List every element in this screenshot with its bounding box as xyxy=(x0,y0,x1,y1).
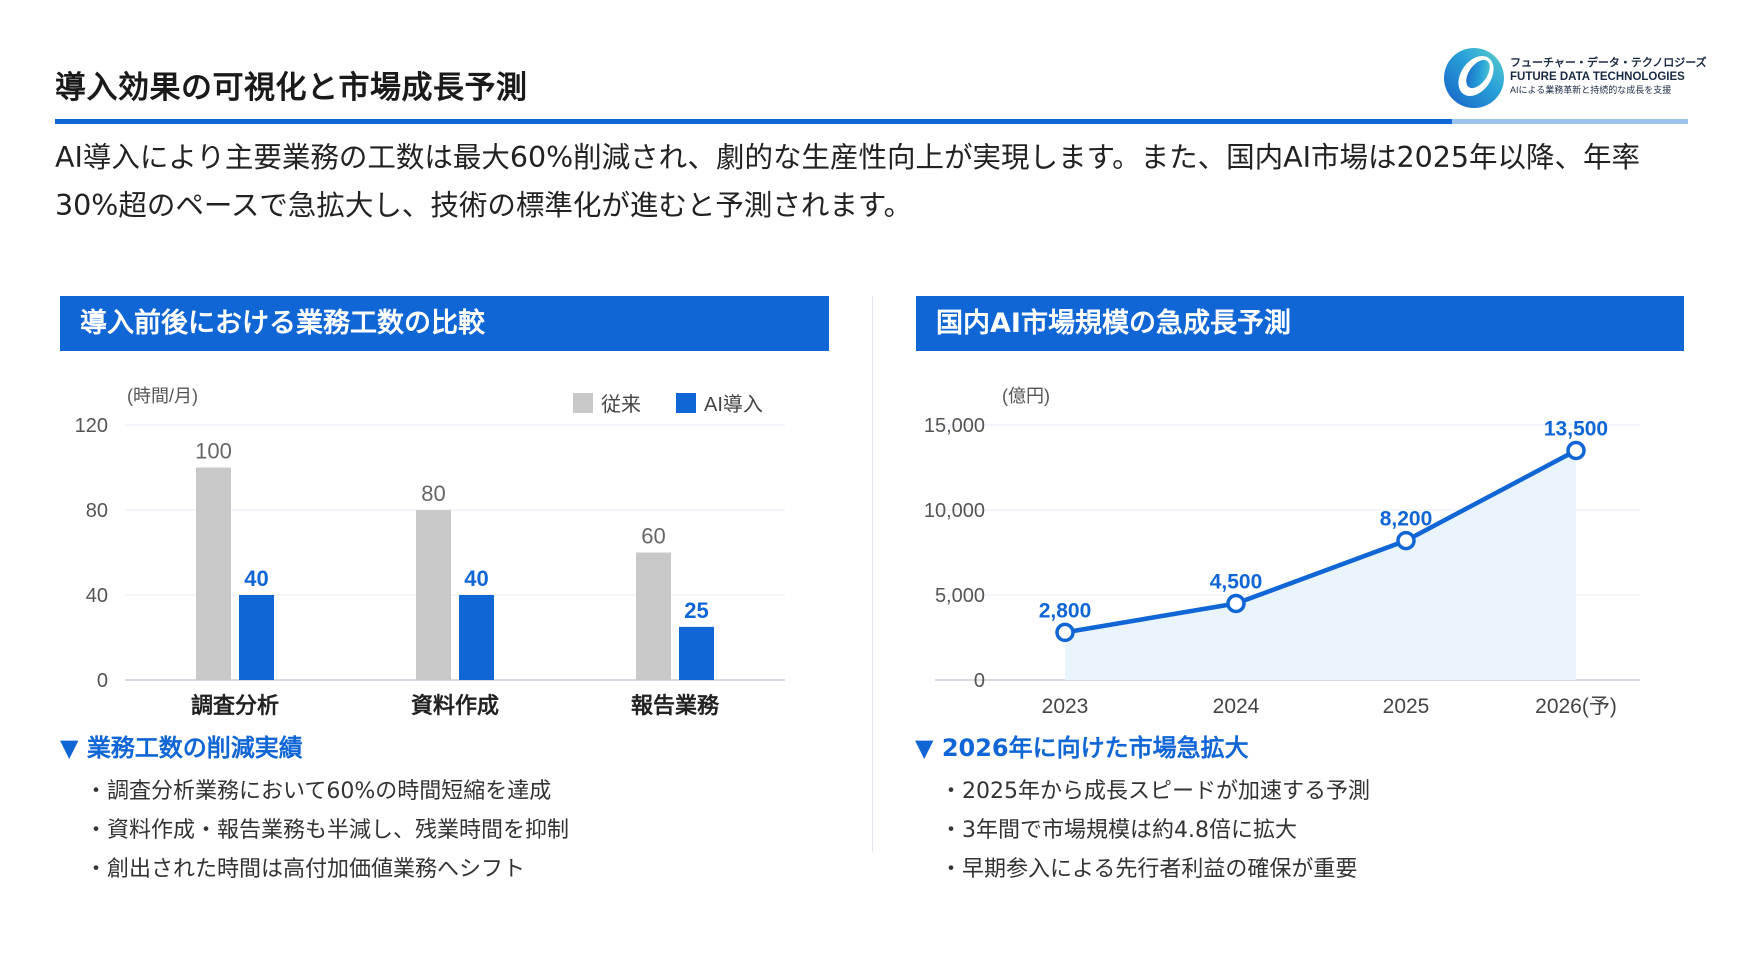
line-chart-subheading: ▼ 2026年に向けた市場急拡大 xyxy=(915,734,1249,762)
legend-swatch xyxy=(676,393,696,413)
line-point xyxy=(1226,593,1246,614)
line-y-tick-label: 5,000 xyxy=(935,585,985,607)
company-logo: フューチャー・データ・テクノロジーズ FUTURE DATA TECHNOLOG… xyxy=(1438,42,1707,114)
bar-value-label: 100 xyxy=(195,439,232,464)
bar-chart-header: 導入前後における業務工数の比較 xyxy=(60,296,829,351)
bar-category-label: 報告業務 xyxy=(631,693,720,718)
bullet-item: ・調査分析業務において60%の時間短縮を達成 xyxy=(85,779,552,804)
line-point xyxy=(1055,622,1075,643)
bar-value-label: 40 xyxy=(244,566,268,591)
line-chart-header: 国内AI市場規模の急成長予測 xyxy=(916,296,1684,351)
bar-value-label: 25 xyxy=(684,598,708,623)
bar xyxy=(459,595,494,680)
legend-label: AI導入 xyxy=(704,393,763,416)
logo-name-en: FUTURE DATA TECHNOLOGIES xyxy=(1510,71,1685,83)
logo-tagline: AIによる業務革新と持続的な成長を支援 xyxy=(1510,85,1672,95)
bar-unit-label: (時間/月) xyxy=(127,386,198,406)
bar xyxy=(196,467,231,680)
panel-divider xyxy=(872,296,873,852)
legend-swatch xyxy=(573,393,593,413)
bar xyxy=(239,595,274,680)
line-y-tick-label: 10,000 xyxy=(924,500,985,522)
page-title: 導入効果の可視化と市場成長予測 xyxy=(55,70,528,106)
legend-label: 従来 xyxy=(601,393,641,416)
bar-category-label: 資料作成 xyxy=(411,693,499,718)
line-area-fill xyxy=(1065,450,1576,680)
line-series xyxy=(1064,448,1578,635)
line-y-tick-label: 15,000 xyxy=(924,415,985,437)
bullet-item: ・早期参入による先行者利益の確保が重要 xyxy=(940,857,1358,882)
lead-paragraph: AI導入により主要業務の工数は最大60%削減され、劇的な生産性向上が実現します。… xyxy=(55,141,1641,222)
line-x-tick-label: 2025 xyxy=(1383,695,1430,718)
line-value-label: 4,500 xyxy=(1210,571,1263,594)
line-value-label: 2,800 xyxy=(1039,599,1092,622)
bar xyxy=(416,510,451,680)
bullet-item: ・資料作成・報告業務も半減し、残業時間を抑制 xyxy=(85,818,570,843)
bar xyxy=(679,626,714,680)
line-point xyxy=(1566,440,1586,461)
bar-y-tick-label: 80 xyxy=(86,500,108,522)
bar-chart-subheading: ▼ 業務工数の削減実績 xyxy=(60,734,303,762)
bullet-item: ・創出された時間は高付加価値業務へシフト xyxy=(85,857,526,882)
line-point xyxy=(1396,530,1416,551)
line-x-tick-label: 2024 xyxy=(1213,695,1260,718)
bar-value-label: 80 xyxy=(421,481,445,506)
bar-y-tick-label: 120 xyxy=(75,415,108,437)
bar-value-label: 40 xyxy=(464,566,488,591)
line-x-tick-label: 2023 xyxy=(1042,695,1089,718)
bar-y-tick-label: 0 xyxy=(97,670,108,692)
line-chart-bullets: ・2025年から成長スピードが加速する予測 ・3年間で市場規模は約4.8倍に拡大… xyxy=(940,772,1370,889)
line-unit-label: (億円) xyxy=(1002,386,1050,406)
logo-name-jp: フューチャー・データ・テクノロジーズ xyxy=(1510,57,1707,69)
logo-mark-icon xyxy=(1444,48,1504,108)
bar xyxy=(636,552,671,680)
title-rule-tail xyxy=(1452,119,1688,124)
line-y-tick-label: 0 xyxy=(974,670,985,692)
bar-value-label: 60 xyxy=(641,524,665,549)
bar-chart-bullets: ・調査分析業務において60%の時間短縮を達成 ・資料作成・報告業務も半減し、残業… xyxy=(85,772,569,889)
line-value-label: 13,500 xyxy=(1544,418,1608,441)
bullet-item: ・2025年から成長スピードが加速する予測 xyxy=(940,779,1370,804)
line-value-label: 8,200 xyxy=(1380,508,1433,531)
title-rule xyxy=(55,119,1452,124)
bar-category-label: 調査分析 xyxy=(191,693,279,718)
bar-y-tick-label: 40 xyxy=(86,585,108,607)
line-x-tick-label: 2026(予) xyxy=(1535,695,1617,718)
bullet-item: ・3年間で市場規模は約4.8倍に拡大 xyxy=(940,818,1297,843)
